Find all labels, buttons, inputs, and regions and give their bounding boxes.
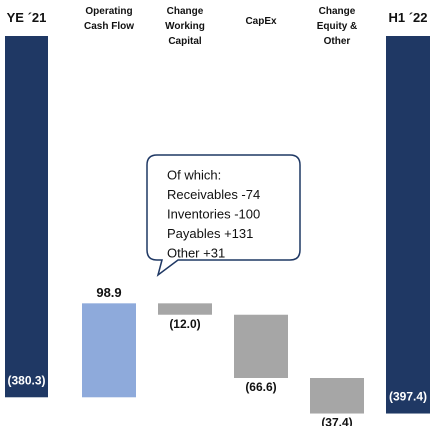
value-label: (397.4)	[389, 390, 427, 404]
category-label: Change Working Capital	[165, 6, 205, 47]
value-label: (37.4)	[321, 416, 352, 426]
bar	[5, 36, 48, 398]
category-label: Operating Cash Flow	[83, 6, 134, 32]
callout-box	[146, 154, 301, 277]
value-label: (380.3)	[7, 373, 45, 387]
category-label: CapEx	[245, 16, 277, 27]
category-label: Change Equity & Other	[316, 6, 358, 47]
value-label: 98.9	[96, 285, 121, 300]
callout-text: Of which:	[167, 167, 221, 182]
bar	[82, 303, 136, 398]
callout-text: Other +31	[167, 245, 225, 260]
value-label: (12.0)	[169, 317, 200, 331]
bar	[234, 314, 288, 378]
bar	[386, 36, 430, 414]
callout-text: Receivables -74	[167, 187, 260, 202]
callout-text: Inventories -100	[167, 206, 260, 221]
callout-text: Payables +131	[167, 226, 253, 241]
bar	[310, 378, 364, 414]
bar	[158, 303, 212, 315]
value-label: (66.6)	[245, 380, 276, 394]
category-label: YE ´21	[6, 10, 47, 25]
category-label: H1 ´22	[388, 10, 428, 25]
